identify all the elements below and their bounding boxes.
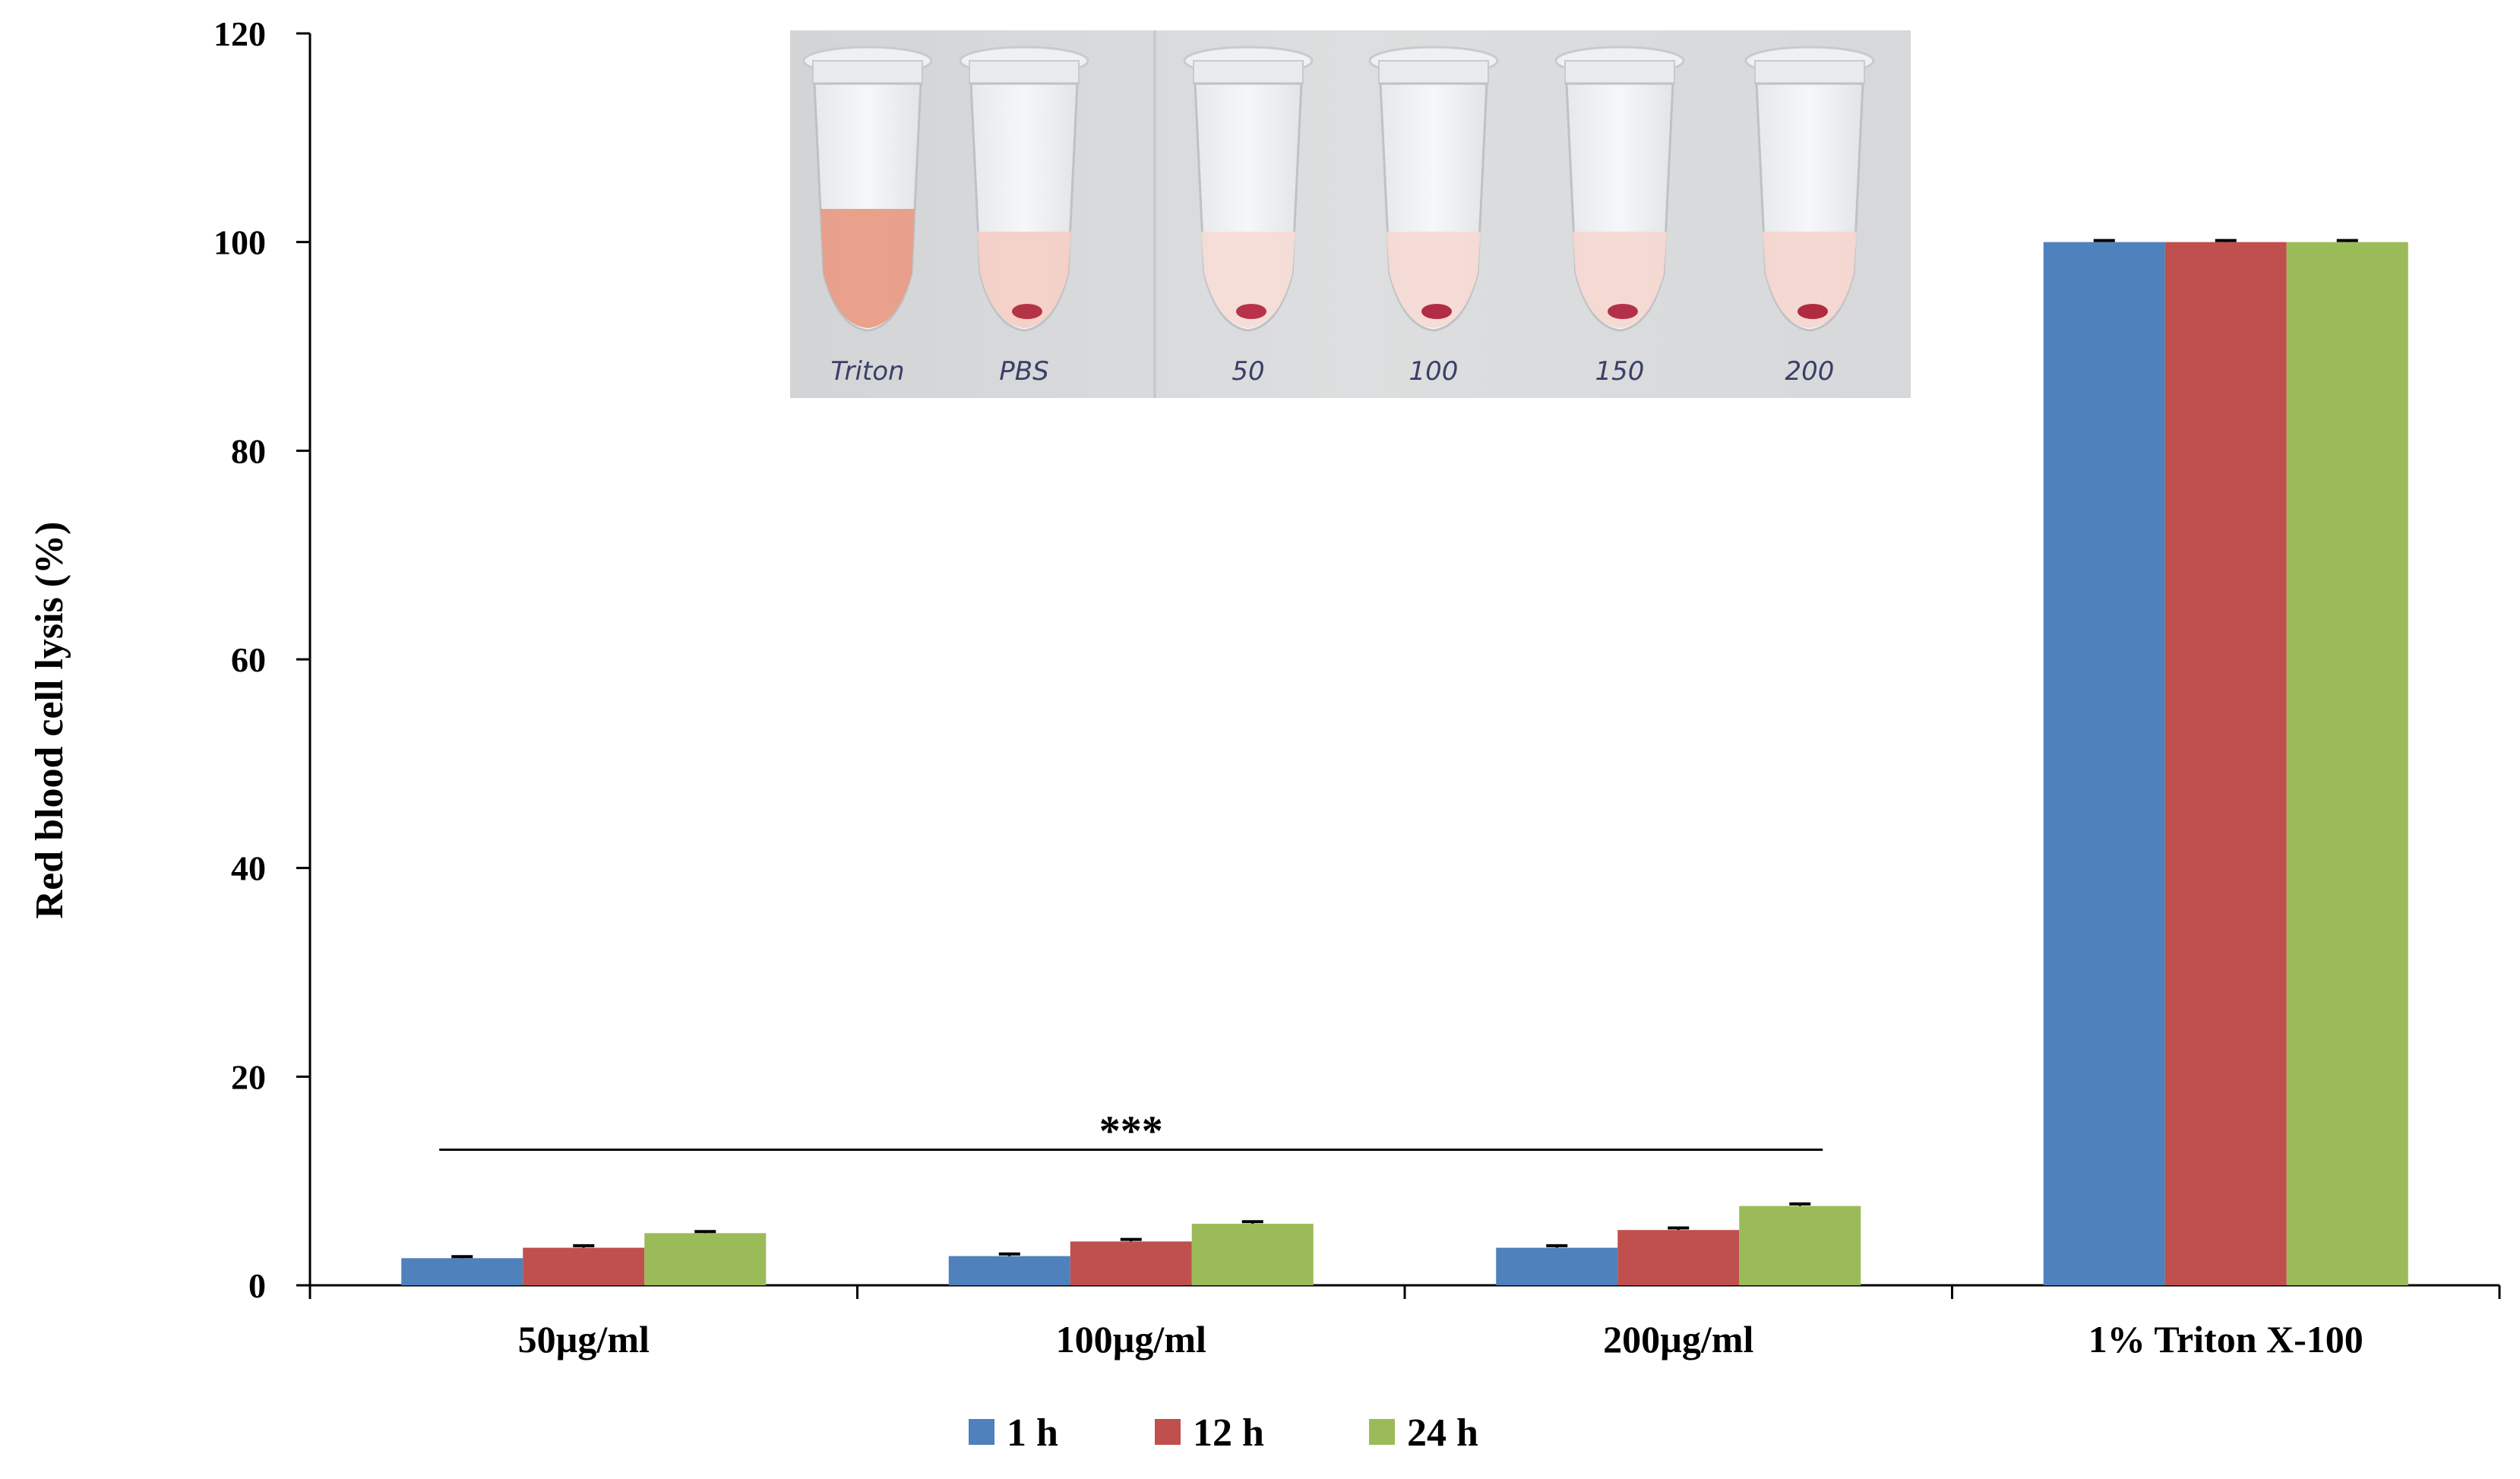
bar bbox=[2286, 242, 2408, 1286]
tube-liquid bbox=[1763, 232, 1857, 328]
legend-swatch bbox=[1369, 1419, 1395, 1445]
tube-rim bbox=[1378, 60, 1489, 84]
x-tick-label: 50µg/ml bbox=[518, 1318, 650, 1360]
legend-item: 12 h bbox=[1155, 1411, 1264, 1455]
y-axis-title: Red blood cell lysis (%) bbox=[28, 522, 71, 919]
tube-pellet bbox=[1608, 304, 1638, 319]
tube: 150 bbox=[1554, 46, 1685, 387]
bar bbox=[1617, 1230, 1740, 1285]
tube: Triton bbox=[802, 46, 933, 387]
legend-label: 1 h bbox=[1007, 1411, 1058, 1455]
tube-rim bbox=[969, 60, 1080, 84]
y-tick-label: 60 bbox=[231, 640, 266, 679]
tube: 200 bbox=[1744, 46, 1875, 387]
bar bbox=[1191, 1223, 1314, 1285]
tube-label: PBS bbox=[999, 356, 1048, 387]
bar bbox=[948, 1256, 1070, 1285]
bar bbox=[644, 1233, 767, 1285]
bar bbox=[401, 1258, 523, 1285]
legend-item: 1 h bbox=[969, 1411, 1058, 1455]
legend-swatch bbox=[969, 1419, 994, 1445]
tube-label: Triton bbox=[830, 356, 904, 387]
bar bbox=[1739, 1206, 1861, 1285]
legend-swatch bbox=[1155, 1419, 1181, 1445]
tube-pellet bbox=[1012, 304, 1042, 319]
tube-pellet bbox=[1798, 304, 1828, 319]
legend-label: 24 h bbox=[1407, 1411, 1478, 1455]
tube-rim bbox=[1754, 60, 1865, 84]
x-tick-label: 100µg/ml bbox=[1056, 1318, 1206, 1360]
significance-label: *** bbox=[1099, 1108, 1163, 1155]
bars: *** bbox=[401, 239, 2408, 1286]
bar bbox=[1496, 1247, 1618, 1285]
tube-rim bbox=[812, 60, 923, 84]
tube-label: 200 bbox=[1785, 356, 1835, 387]
axes: 0 20 40 60 80 100 120 50µg/ml 100µg/ml 200µg/ml 1%… bbox=[28, 14, 2501, 1360]
bar bbox=[2164, 242, 2287, 1286]
y-tick-label: 0 bbox=[248, 1266, 266, 1305]
tube-liquid bbox=[821, 209, 915, 328]
tube-pellet bbox=[1236, 304, 1266, 319]
tube-liquid bbox=[1201, 232, 1295, 328]
tube: 100 bbox=[1368, 46, 1499, 387]
inset-photo: Triton PBS 50 100 150 200 bbox=[790, 30, 1911, 398]
legend-item: 24 h bbox=[1369, 1411, 1478, 1455]
tube-liquid bbox=[1573, 232, 1667, 328]
bar bbox=[2043, 242, 2165, 1286]
bar bbox=[523, 1247, 645, 1285]
legend-label: 12 h bbox=[1193, 1411, 1264, 1455]
x-tick-label: 1% Triton X-100 bbox=[2088, 1318, 2363, 1360]
y-tick-label: 20 bbox=[231, 1057, 266, 1096]
y-tick-label: 100 bbox=[213, 223, 266, 262]
photo-background bbox=[790, 30, 1911, 398]
tube-rim bbox=[1193, 60, 1304, 84]
y-tick-label: 40 bbox=[231, 849, 266, 888]
x-tick-label: 200µg/ml bbox=[1603, 1318, 1753, 1360]
tube-rim bbox=[1564, 60, 1675, 84]
bar bbox=[1070, 1241, 1192, 1285]
legend: 1 h 12 h 24 h bbox=[969, 1411, 1478, 1455]
tube-label: 50 bbox=[1232, 356, 1264, 387]
tube-label: 100 bbox=[1409, 356, 1459, 387]
y-tick-label: 80 bbox=[231, 431, 266, 470]
tube-pellet bbox=[1421, 304, 1452, 319]
tube-liquid bbox=[977, 232, 1071, 328]
tube-liquid bbox=[1386, 232, 1481, 328]
tube-label: 150 bbox=[1595, 356, 1645, 387]
tube: 50 bbox=[1183, 46, 1314, 387]
tube: PBS bbox=[959, 46, 1089, 387]
y-tick-label: 120 bbox=[213, 14, 266, 53]
